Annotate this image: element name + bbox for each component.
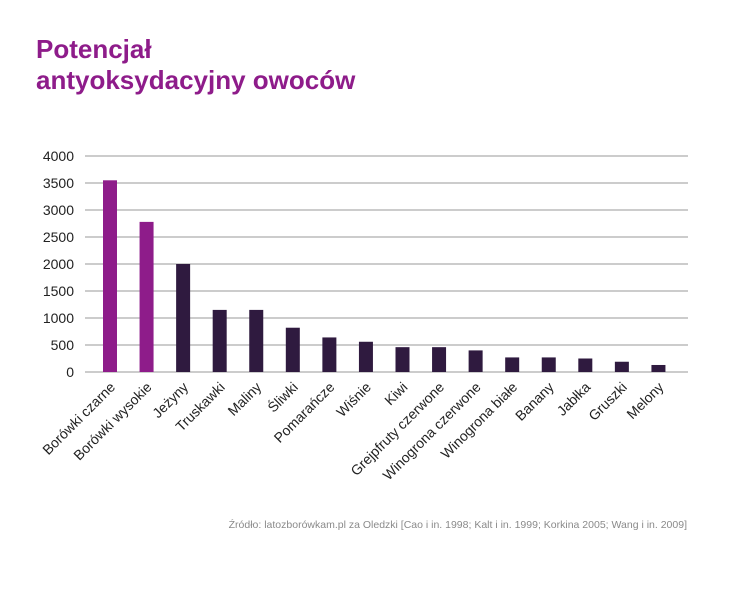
x-tick-label: Banany <box>512 379 557 424</box>
bar <box>578 358 593 372</box>
bar <box>249 309 264 372</box>
chart-title: Potencjał antyoksydacyjny owoców <box>36 34 355 96</box>
bar <box>432 347 447 372</box>
x-tick-label: Melony <box>623 379 666 422</box>
bar <box>395 347 410 372</box>
x-tick-label: Wiśnie <box>333 379 374 420</box>
bar <box>285 327 300 372</box>
x-tick-label: Maliny <box>224 379 264 419</box>
bar <box>176 264 191 372</box>
bar <box>614 361 629 372</box>
y-tick-label: 2000 <box>43 256 74 272</box>
bar <box>212 309 227 372</box>
x-tick-label: Gruszki <box>585 379 630 424</box>
bar <box>103 180 117 372</box>
x-tick-label: Kiwi <box>381 379 410 408</box>
chart-title-line-2: antyoksydacyjny owoców <box>36 65 356 95</box>
bar <box>139 221 154 372</box>
y-tick-label: 3500 <box>43 175 74 191</box>
bar <box>505 357 520 372</box>
bar <box>358 341 373 372</box>
y-tick-label: 500 <box>51 337 75 353</box>
bar <box>468 350 483 372</box>
bar <box>541 357 556 372</box>
y-tick-label: 3000 <box>43 202 74 218</box>
y-tick-label: 1500 <box>43 283 74 299</box>
chart-title-line-1: Potencjał <box>36 34 152 64</box>
y-tick-label: 1000 <box>43 310 74 326</box>
bar <box>651 364 666 372</box>
y-tick-label: 0 <box>66 364 74 380</box>
source-note: Źródło: latozborówkam.pl za Oledzki [Cao… <box>228 519 687 531</box>
bar <box>322 337 337 372</box>
y-tick-label: 4000 <box>43 148 74 164</box>
y-tick-label: 2500 <box>43 229 74 245</box>
